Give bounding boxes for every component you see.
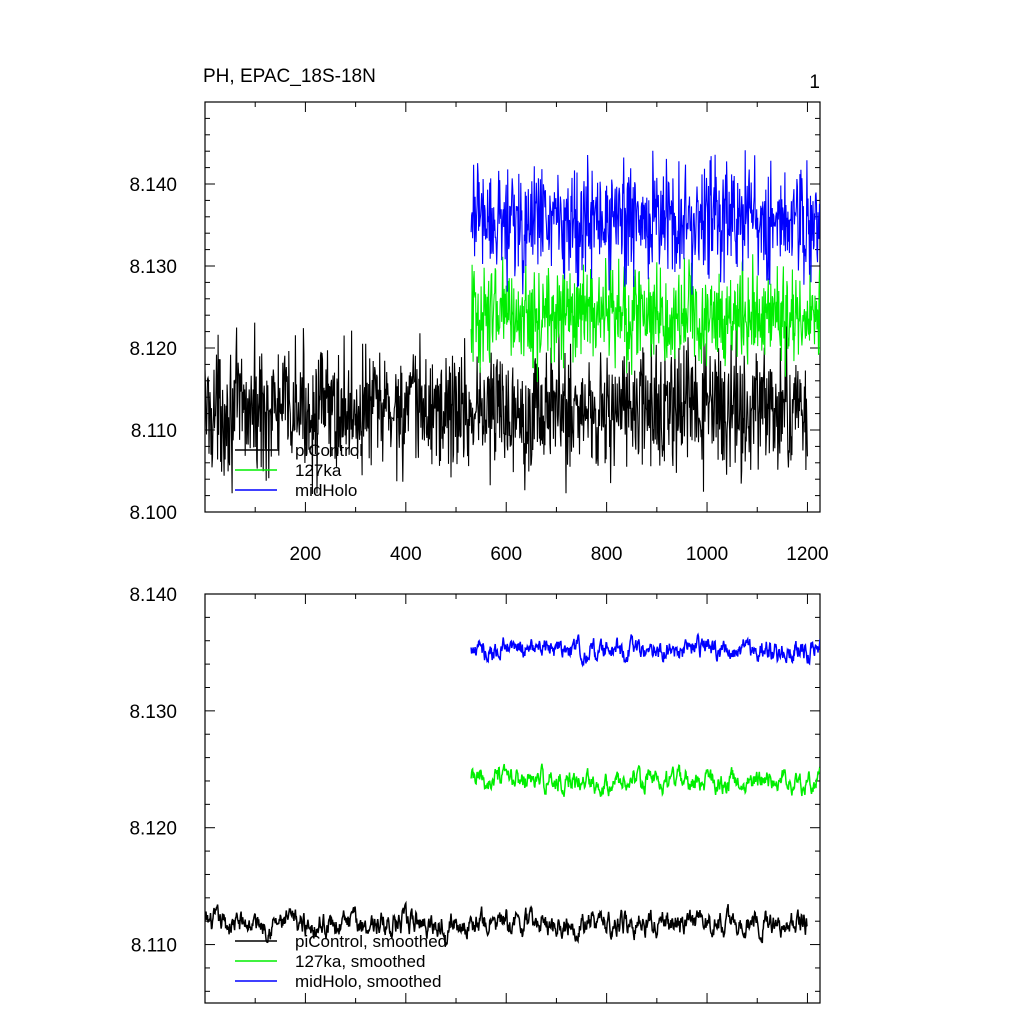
series-line-picontrol [205, 321, 808, 495]
x-tick-label: 200 [290, 544, 322, 565]
y-tick-label: 8.130 [129, 257, 177, 278]
series-line-127ka-smoothed [470, 763, 820, 798]
bottom-panel: 8.110 8.120 8.130 8.140 piControl, smoothed1… [129, 585, 821, 1004]
series-line-picontrol-smoothed [205, 900, 808, 946]
plot-frame [204, 593, 821, 1004]
legend-label: piControl [295, 441, 363, 460]
x-tick-label: 400 [390, 544, 422, 565]
legend-label: 127ka, smoothed [295, 952, 425, 971]
x-tick-label: 600 [490, 544, 522, 565]
legend-label: 127ka [295, 461, 342, 480]
x-tick-label: 1000 [686, 544, 728, 565]
series-line-midholo-smoothed [470, 632, 820, 668]
x-tick-label: 1200 [786, 544, 828, 565]
y-tick-label: 8.130 [129, 702, 177, 723]
y-tick-label: 8.120 [129, 339, 177, 360]
legend-label: midHolo [295, 481, 357, 500]
x-tick-label: 800 [591, 544, 623, 565]
series-line-127ka [470, 254, 820, 383]
y-tick-label: 8.140 [129, 585, 177, 606]
y-tick-label: 8.140 [129, 175, 177, 196]
y-tick-label: 8.100 [129, 503, 177, 524]
top-panel: 200 400 600 800 1000 1200 8.100 8.110 8.120 8.130… [129, 101, 829, 565]
legend-label: midHolo, smoothed [295, 972, 441, 991]
y-tick-label: 8.110 [131, 936, 177, 957]
chart-title: PH, EPAC_18S-18N [203, 66, 376, 87]
y-tick-label: 8.120 [129, 819, 177, 840]
y-tick-label: 8.110 [131, 421, 177, 442]
series-line-midholo [470, 150, 820, 295]
legend-label: piControl, smoothed [295, 932, 447, 951]
panel-number: 1 [809, 72, 820, 93]
